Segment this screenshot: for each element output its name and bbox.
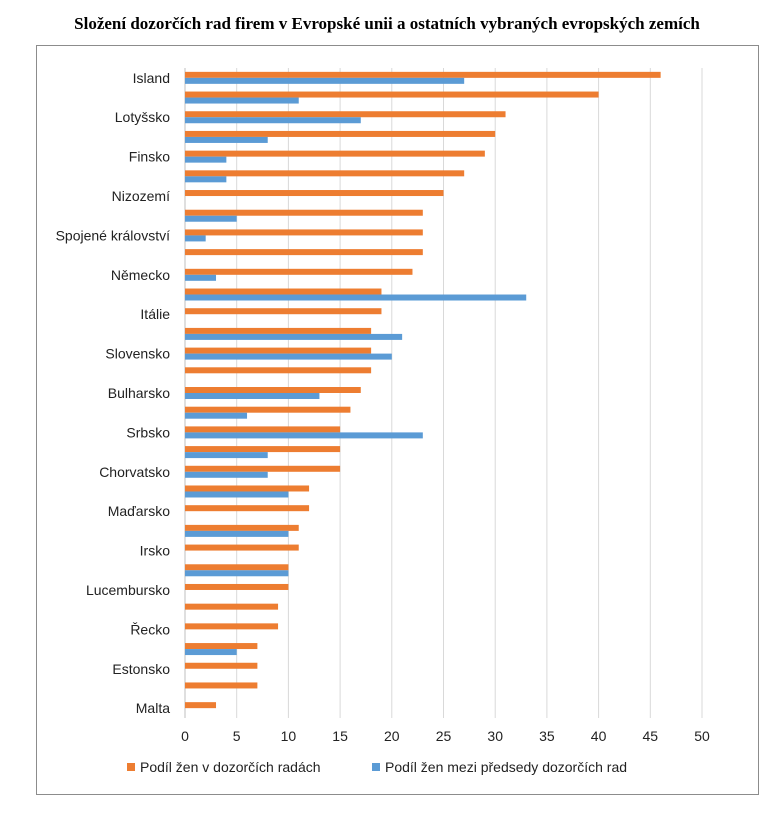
bar-women-board-8 (185, 229, 423, 236)
bar-women-board-10 (185, 268, 413, 275)
y-tick-label-16: Bulharsko (108, 385, 170, 401)
bar-women-board-5 (185, 170, 465, 177)
legend-swatch-women-board (127, 763, 135, 771)
bar-women-chair-19 (185, 452, 268, 459)
bar-women-board-7 (185, 209, 423, 216)
y-tick-label-10: Německo (111, 267, 170, 283)
bar-women-board-21 (185, 485, 310, 492)
bar-women-chair-14 (185, 353, 392, 360)
bar-women-board-6 (185, 190, 444, 197)
bar-women-board-13 (185, 327, 372, 334)
y-tick-label-2: Lotyšsko (115, 109, 170, 125)
bar-women-board-4 (185, 150, 485, 157)
y-tick-label-6: Nizozemí (112, 188, 170, 204)
chart-frame (36, 45, 759, 795)
x-tick-label-10: 10 (281, 728, 297, 744)
bar-women-chair-4 (185, 156, 227, 163)
bar-women-board-31 (185, 682, 258, 689)
bar-women-board-26 (185, 583, 289, 590)
y-tick-label-30: Estonsko (112, 661, 170, 677)
bar-women-chair-2 (185, 117, 361, 124)
bar-women-chair-20 (185, 471, 268, 478)
x-tick-label-25: 25 (436, 728, 452, 744)
bar-women-board-2 (185, 111, 506, 118)
y-tick-label-0: Island (133, 70, 170, 86)
bar-women-chair-7 (185, 215, 237, 222)
bar-women-chair-0 (185, 77, 465, 84)
bar-women-board-20 (185, 465, 341, 472)
bar-women-board-30 (185, 662, 258, 669)
bar-women-chair-21 (185, 491, 289, 498)
bar-women-board-14 (185, 347, 372, 354)
bar-women-chair-13 (185, 333, 403, 340)
bar-women-chair-10 (185, 274, 217, 281)
y-tick-label-14: Slovensko (105, 346, 170, 362)
x-tick-label-0: 0 (181, 728, 189, 744)
y-tick-label-4: Finsko (129, 149, 170, 165)
x-tick-label-35: 35 (539, 728, 555, 744)
bar-women-chair-23 (185, 530, 289, 537)
y-tick-label-32: Malta (136, 700, 170, 716)
y-tick-label-18: Srbsko (126, 424, 170, 440)
bar-women-chair-8 (185, 235, 206, 242)
bar-women-board-22 (185, 505, 310, 512)
y-tick-label-8: Spojené království (56, 227, 171, 243)
bar-women-board-29 (185, 643, 258, 650)
bar-women-board-24 (185, 544, 299, 551)
bar-women-chair-3 (185, 136, 268, 143)
bar-women-board-16 (185, 387, 361, 393)
bar-women-board-9 (185, 249, 423, 256)
legend-label-women-board: Podíl žen v dozorčích radách (140, 759, 321, 775)
x-tick-label-5: 5 (233, 728, 241, 744)
bar-women-board-1 (185, 91, 599, 98)
bar-women-board-3 (185, 130, 496, 137)
bar-women-board-17 (185, 406, 351, 413)
y-tick-label-20: Chorvatsko (99, 464, 170, 480)
bar-women-board-27 (185, 603, 279, 610)
bar-women-board-15 (185, 367, 372, 374)
bar-women-board-23 (185, 524, 299, 531)
bar-women-board-12 (185, 308, 382, 315)
y-tick-label-12: Itálie (140, 306, 170, 322)
bar-women-board-32 (185, 702, 217, 709)
x-tick-label-45: 45 (643, 728, 659, 744)
bar-women-board-11 (185, 288, 382, 295)
legend-swatch-women-chair (372, 763, 380, 771)
bar-women-chair-11 (185, 294, 527, 301)
x-tick-label-30: 30 (487, 728, 503, 744)
y-tick-label-22: Maďarsko (108, 503, 171, 519)
bar-women-chair-25 (185, 570, 289, 577)
bar-women-chair-18 (185, 432, 423, 439)
chart-title: Složení dozorčích rad firem v Evropské u… (74, 14, 700, 33)
x-tick-label-15: 15 (332, 728, 348, 744)
bar-women-board-28 (185, 623, 279, 630)
bar-women-board-19 (185, 446, 341, 453)
bar-women-board-18 (185, 426, 341, 433)
bar-women-chair-17 (185, 412, 248, 419)
bar-women-chair-5 (185, 176, 227, 183)
legend-label-women-chair: Podíl žen mezi předsedy dozorčích rad (385, 759, 627, 775)
bar-women-chair-29 (185, 649, 237, 656)
x-tick-label-40: 40 (591, 728, 607, 744)
bar-women-chair-1 (185, 97, 299, 104)
x-tick-label-20: 20 (384, 728, 400, 744)
bar-women-board-0 (185, 71, 661, 78)
bar-women-chair-16 (185, 393, 320, 399)
y-tick-label-28: Řecko (130, 621, 170, 637)
y-tick-label-26: Lucembursko (86, 582, 170, 598)
bar-women-board-25 (185, 564, 289, 571)
y-tick-label-24: Irsko (140, 543, 171, 559)
x-tick-label-50: 50 (694, 728, 710, 744)
